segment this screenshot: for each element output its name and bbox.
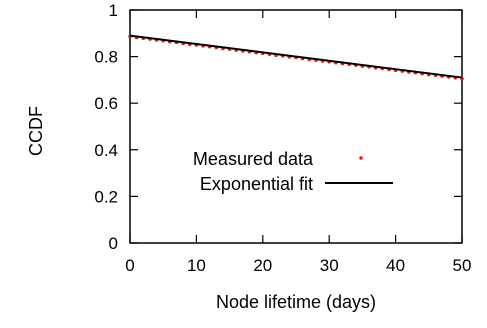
x-axis-title: Node lifetime (days) xyxy=(216,292,376,312)
legend: Measured data Exponential fit xyxy=(193,149,393,194)
legend-label-measured: Measured data xyxy=(193,149,314,169)
y-axis-title: CCDF xyxy=(26,106,46,156)
y-tick-label: 0.4 xyxy=(94,141,118,160)
y-tick-label: 0.2 xyxy=(94,187,118,206)
series-line-exponential-fit xyxy=(129,34,463,79)
axes-layer: 0 10 20 30 40 50 0 0.2 0.4 0.6 0.8 1 xyxy=(94,1,471,275)
x-tick-label: 50 xyxy=(453,256,472,275)
y-tick-label: 1 xyxy=(109,1,118,20)
data-layer xyxy=(128,34,464,81)
y-tick-label: 0 xyxy=(109,234,118,253)
legend-swatch-measured xyxy=(359,156,363,160)
x-tick-label: 30 xyxy=(320,256,339,275)
x-tick-label: 10 xyxy=(187,256,206,275)
x-tick-label: 0 xyxy=(125,256,134,275)
y-tick-label: 0.8 xyxy=(94,48,118,67)
x-tick-label: 20 xyxy=(253,256,272,275)
plot-frame xyxy=(129,9,463,244)
y-tick-label: 0.6 xyxy=(94,94,118,113)
legend-label-fit: Exponential fit xyxy=(200,174,313,194)
x-tick-label: 40 xyxy=(386,256,405,275)
